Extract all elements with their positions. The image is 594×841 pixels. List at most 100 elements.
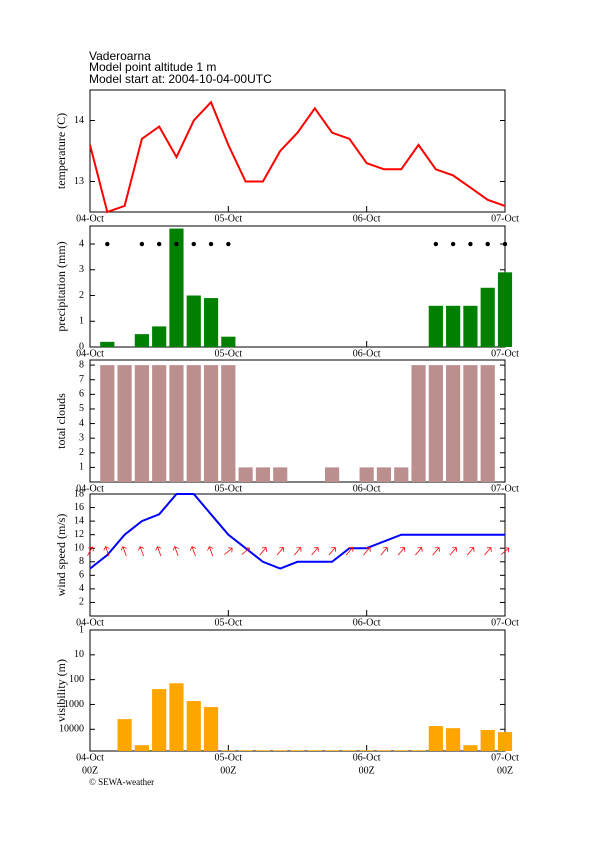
wind-arrow: [138, 546, 145, 557]
precip-dot: [139, 241, 145, 247]
bar: [394, 750, 409, 751]
x-tick-label: 06-Oct: [353, 617, 381, 628]
y-tick-label: 8: [79, 359, 84, 370]
bar: [238, 750, 253, 751]
y-tick-label: 1: [79, 316, 84, 327]
precip-dot: [502, 241, 508, 247]
bar: [117, 719, 132, 751]
y-tick-label: 2: [79, 597, 84, 608]
x-tick-label: 07-Oct: [491, 752, 519, 763]
bar: [186, 701, 201, 751]
bar: [480, 365, 495, 482]
y-tick-label: 1000: [64, 699, 84, 710]
wind-arrow: [241, 547, 250, 555]
y-tick-label: 6: [79, 389, 84, 400]
precip-dot: [156, 241, 162, 247]
precip-dot: [226, 241, 231, 247]
y-tick-label: 4: [79, 418, 84, 429]
x-tick-label: 07-Oct: [491, 213, 519, 224]
y-tick-label: 14: [74, 515, 84, 526]
bar: [255, 467, 271, 482]
bar: [169, 683, 184, 751]
wind-arrow: [397, 547, 406, 556]
wind-arrow: [120, 546, 127, 557]
bar: [394, 467, 409, 482]
y-tick-label: 18: [74, 488, 84, 499]
wind-arrow: [449, 547, 458, 556]
altitude: Model point altitude 1 m: [89, 60, 216, 74]
bar: [428, 305, 443, 347]
y-tick-label: 3: [79, 264, 84, 275]
bar: [169, 228, 184, 347]
bar: [134, 365, 149, 482]
bar: [221, 336, 236, 347]
x-tick-label: 07-Oct: [491, 348, 519, 359]
wind-arrow: [415, 547, 423, 556]
y-tick-label: 16: [74, 502, 84, 513]
x-tick-label: 05-Oct: [214, 483, 242, 494]
x-tick-label: 06-Oct: [353, 752, 381, 763]
wind-arrow: [466, 547, 475, 556]
bar: [480, 287, 495, 347]
bar: [152, 365, 167, 482]
x-tick-label: 06-Oct: [353, 213, 381, 224]
wind-arrow: [500, 547, 510, 555]
bar: [428, 726, 443, 751]
bar: [497, 272, 513, 347]
bar: [463, 305, 478, 347]
bar: [463, 365, 478, 482]
bar: [342, 750, 357, 751]
y-tick-label: 4: [79, 583, 84, 594]
x-tick-label: 05-Oct: [214, 213, 242, 224]
bar: [446, 305, 461, 347]
bar: [186, 295, 201, 347]
bar: [359, 467, 374, 482]
precip-dot: [191, 241, 196, 247]
wind-arrow: [155, 546, 162, 557]
y-tick-label: 0: [79, 341, 84, 352]
bar: [411, 750, 426, 751]
wind-arrow: [207, 546, 214, 557]
line: [89, 493, 505, 570]
y-axis-label: total clouds: [54, 393, 68, 449]
bar: [446, 365, 461, 482]
y-tick-label: 4: [79, 238, 84, 249]
y-tick-label: 14: [74, 115, 84, 126]
bar: [169, 365, 184, 482]
bar: [497, 732, 513, 751]
y-tick-label: 2: [79, 447, 84, 458]
bar: [238, 467, 253, 482]
y-tick-label: 1: [79, 462, 84, 473]
precip-dot: [208, 241, 214, 247]
y-tick-label: 13: [74, 176, 84, 187]
bar: [186, 365, 201, 482]
wind-arrow: [293, 547, 302, 556]
bar: [307, 750, 322, 751]
x-tick-label: 07-Oct: [491, 617, 519, 628]
bar: [203, 365, 219, 482]
wind-arrow: [432, 547, 440, 556]
precip-dot: [433, 241, 439, 247]
x-tick-label: 05-Oct: [214, 752, 242, 763]
wind-arrow: [189, 546, 197, 557]
bar: [134, 334, 149, 347]
x-tick-sublabel: 00Z: [497, 765, 513, 776]
bar: [324, 467, 340, 482]
y-tick-label: 3: [79, 432, 84, 443]
x-tick-label: 04-Oct: [76, 213, 104, 224]
bar: [428, 365, 443, 482]
bar: [152, 689, 167, 751]
x-tick-label: 04-Oct: [76, 752, 104, 763]
wind-arrow: [363, 547, 371, 556]
y-axis-label: wind speed (m/s): [54, 514, 68, 597]
wind-arrow: [380, 547, 388, 556]
line: [89, 100, 506, 214]
x-tick-label: 04-Oct: [76, 617, 104, 628]
y-tick-label: 6: [79, 570, 84, 581]
y-axis-label: visibility (m): [54, 659, 68, 722]
wind-arrow: [259, 547, 267, 556]
x-tick-label: 06-Oct: [353, 348, 381, 359]
bar: [100, 365, 115, 482]
bar: [463, 745, 478, 751]
wind-arrow: [103, 546, 110, 557]
